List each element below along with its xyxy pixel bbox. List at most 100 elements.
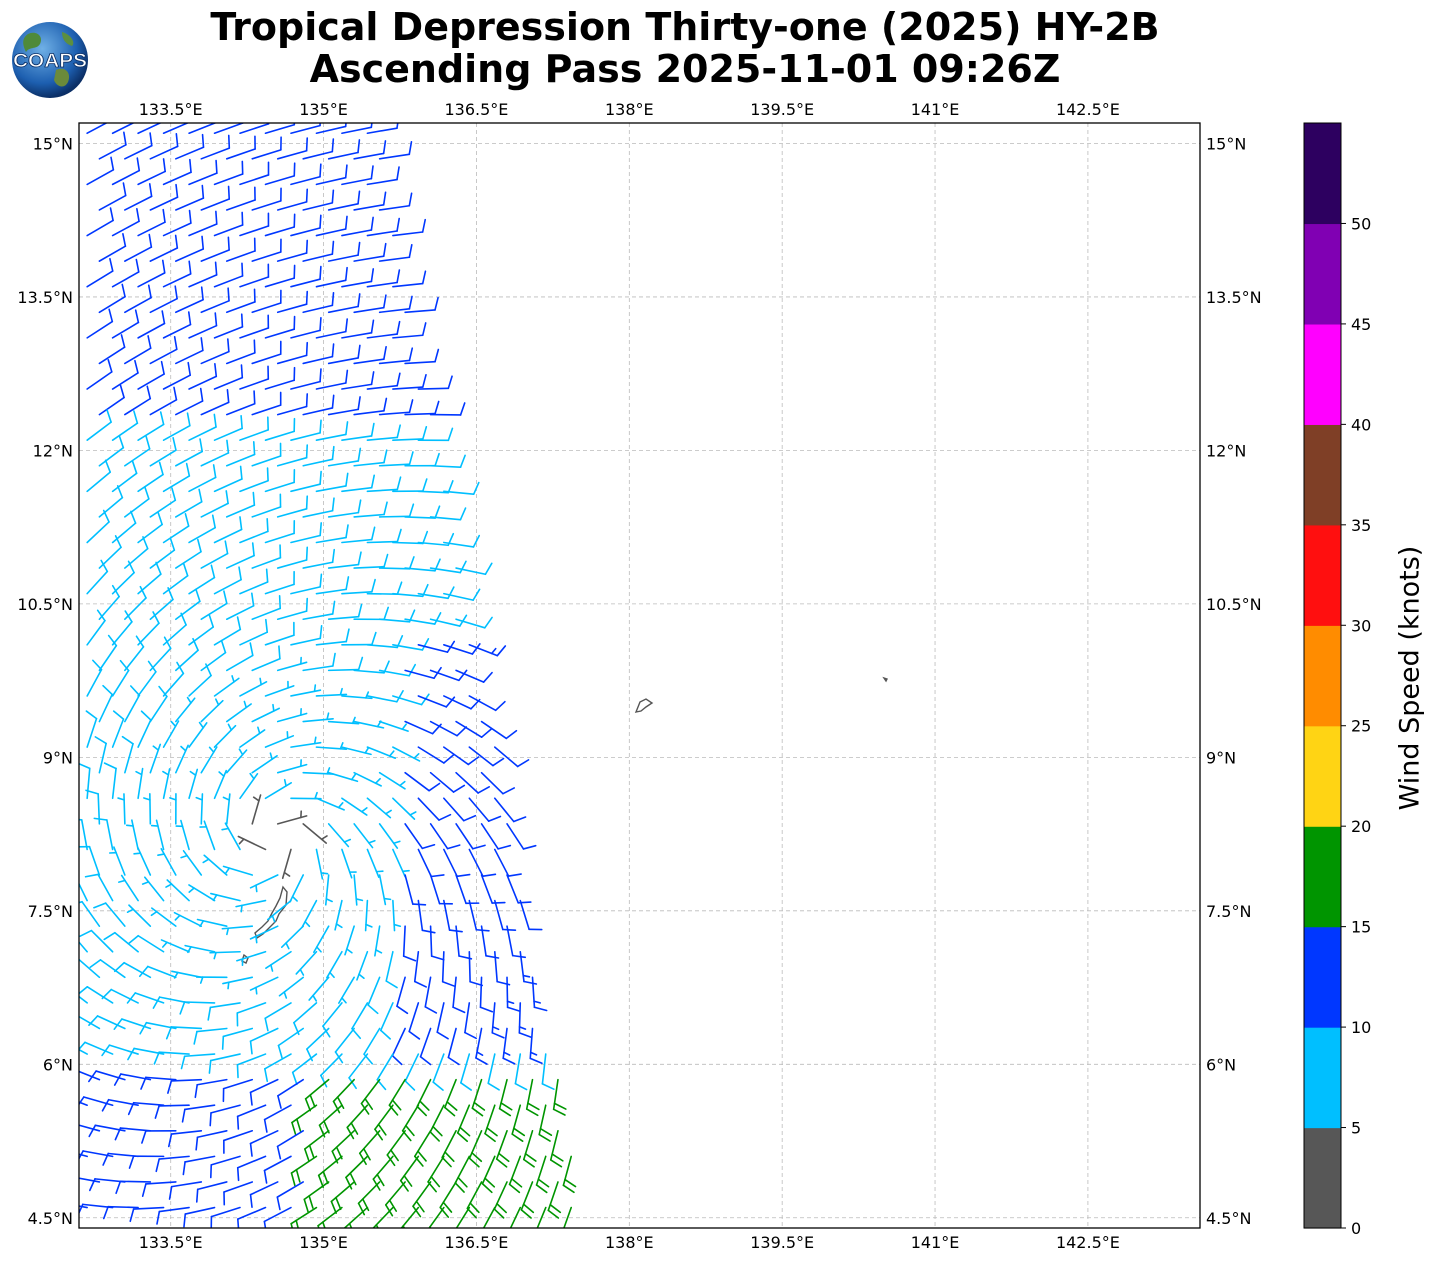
wind-barb xyxy=(302,548,336,569)
wind-barb xyxy=(366,797,392,819)
wind-barb xyxy=(149,636,172,672)
wind-barb xyxy=(392,899,402,932)
wind-barb xyxy=(180,850,203,876)
colorbar-tick-label: 40 xyxy=(1351,415,1371,434)
wind-barb xyxy=(315,266,348,288)
wind-barb xyxy=(84,873,114,902)
colorbar-tick-label: 10 xyxy=(1351,1018,1371,1037)
islet xyxy=(882,676,888,683)
wind-barb xyxy=(111,157,141,186)
wind-barb xyxy=(168,1181,203,1200)
wind-barb xyxy=(195,1130,228,1151)
colorbar-tick-label: 35 xyxy=(1351,516,1371,535)
wind-barb xyxy=(124,385,152,416)
wind-barb xyxy=(111,410,139,441)
wind-barb xyxy=(276,1130,305,1160)
wind-barb xyxy=(341,165,374,186)
wind-barb xyxy=(213,675,240,697)
wind-barb xyxy=(366,424,401,441)
wind-barb xyxy=(428,1206,445,1228)
wind-barb xyxy=(263,1104,292,1133)
wind-barb xyxy=(351,1002,369,1040)
wind-barb xyxy=(366,123,399,135)
wind-barb xyxy=(239,467,269,493)
wind-barb xyxy=(149,437,177,467)
wind-barb xyxy=(111,560,135,595)
wind-barb xyxy=(225,491,256,518)
wind-barb xyxy=(209,950,241,960)
wind-barb xyxy=(264,1002,292,1032)
wind-barb xyxy=(289,874,305,903)
wind-barb xyxy=(98,384,125,416)
wind-barb xyxy=(276,495,309,518)
wind-barb xyxy=(160,939,190,953)
wind-barb xyxy=(98,283,126,314)
wind-barb xyxy=(98,232,127,262)
wind-barb xyxy=(374,925,383,957)
wind-barb xyxy=(295,950,318,976)
wind-barb xyxy=(264,519,296,544)
wind-barb xyxy=(466,1181,483,1219)
wind-barb xyxy=(137,259,166,288)
wind-barb xyxy=(480,823,512,850)
wind-barb xyxy=(86,257,114,288)
wind-barb xyxy=(290,736,322,748)
wind-barb xyxy=(200,590,228,621)
wind-barb xyxy=(264,123,296,135)
wind-barb xyxy=(188,210,218,237)
wind-barb xyxy=(188,663,212,697)
wind-barb xyxy=(249,1027,279,1055)
wind-barb xyxy=(417,375,453,390)
wind-barb xyxy=(165,1026,203,1040)
wind-barb xyxy=(506,874,532,904)
wind-barb xyxy=(199,820,216,851)
wind-barb xyxy=(468,695,506,712)
wind-barb xyxy=(236,1002,267,1027)
wind-barb xyxy=(475,1027,488,1065)
wind-barb xyxy=(392,797,417,820)
wind-barb xyxy=(372,1206,394,1228)
wind-barb xyxy=(209,1155,241,1179)
wind-barb xyxy=(436,1002,449,1040)
wind-barb xyxy=(417,899,436,934)
wind-barb xyxy=(188,363,218,390)
wind-barb xyxy=(162,361,192,390)
wind-barb xyxy=(149,234,179,262)
lat-tick-right: 6°N xyxy=(1206,1055,1236,1074)
wind-barb xyxy=(93,817,114,851)
wind-barb xyxy=(137,123,163,135)
wind-barb xyxy=(562,1155,577,1194)
wind-barb xyxy=(366,269,401,288)
wind-barb xyxy=(392,637,430,651)
wind-barb xyxy=(341,216,374,237)
wind-barb xyxy=(126,904,152,927)
wind-barb xyxy=(175,538,202,569)
wind-barb xyxy=(251,594,282,621)
wind-barb xyxy=(195,1181,228,1203)
wind-barb xyxy=(86,509,110,544)
wind-barb xyxy=(210,1206,241,1228)
wind-barb xyxy=(276,656,308,672)
wind-barb xyxy=(471,1078,486,1117)
wind-barb xyxy=(225,186,256,211)
wind-barb xyxy=(188,768,199,800)
wind-barb xyxy=(304,1130,330,1162)
lat-tick-right: 7.5°N xyxy=(1206,902,1251,921)
wind-barb xyxy=(482,1206,496,1228)
title-line-1: Tropical Depression Thirty-one (2025) HY… xyxy=(210,5,1160,49)
wind-barb xyxy=(498,1078,513,1117)
wind-barb xyxy=(263,1206,292,1228)
wind-barb xyxy=(180,1053,216,1070)
wind-barb xyxy=(277,1078,305,1109)
wind-barb xyxy=(353,294,387,314)
wind-barb xyxy=(111,309,140,339)
wind-barb xyxy=(239,568,269,595)
wind-barb xyxy=(276,188,309,211)
wind-barb xyxy=(293,1002,318,1036)
wind-barb xyxy=(225,542,255,569)
colorbar-bin xyxy=(1304,424,1341,526)
wind-barb xyxy=(468,644,507,657)
wind-barb xyxy=(366,372,401,390)
wind-barb xyxy=(331,1130,355,1164)
